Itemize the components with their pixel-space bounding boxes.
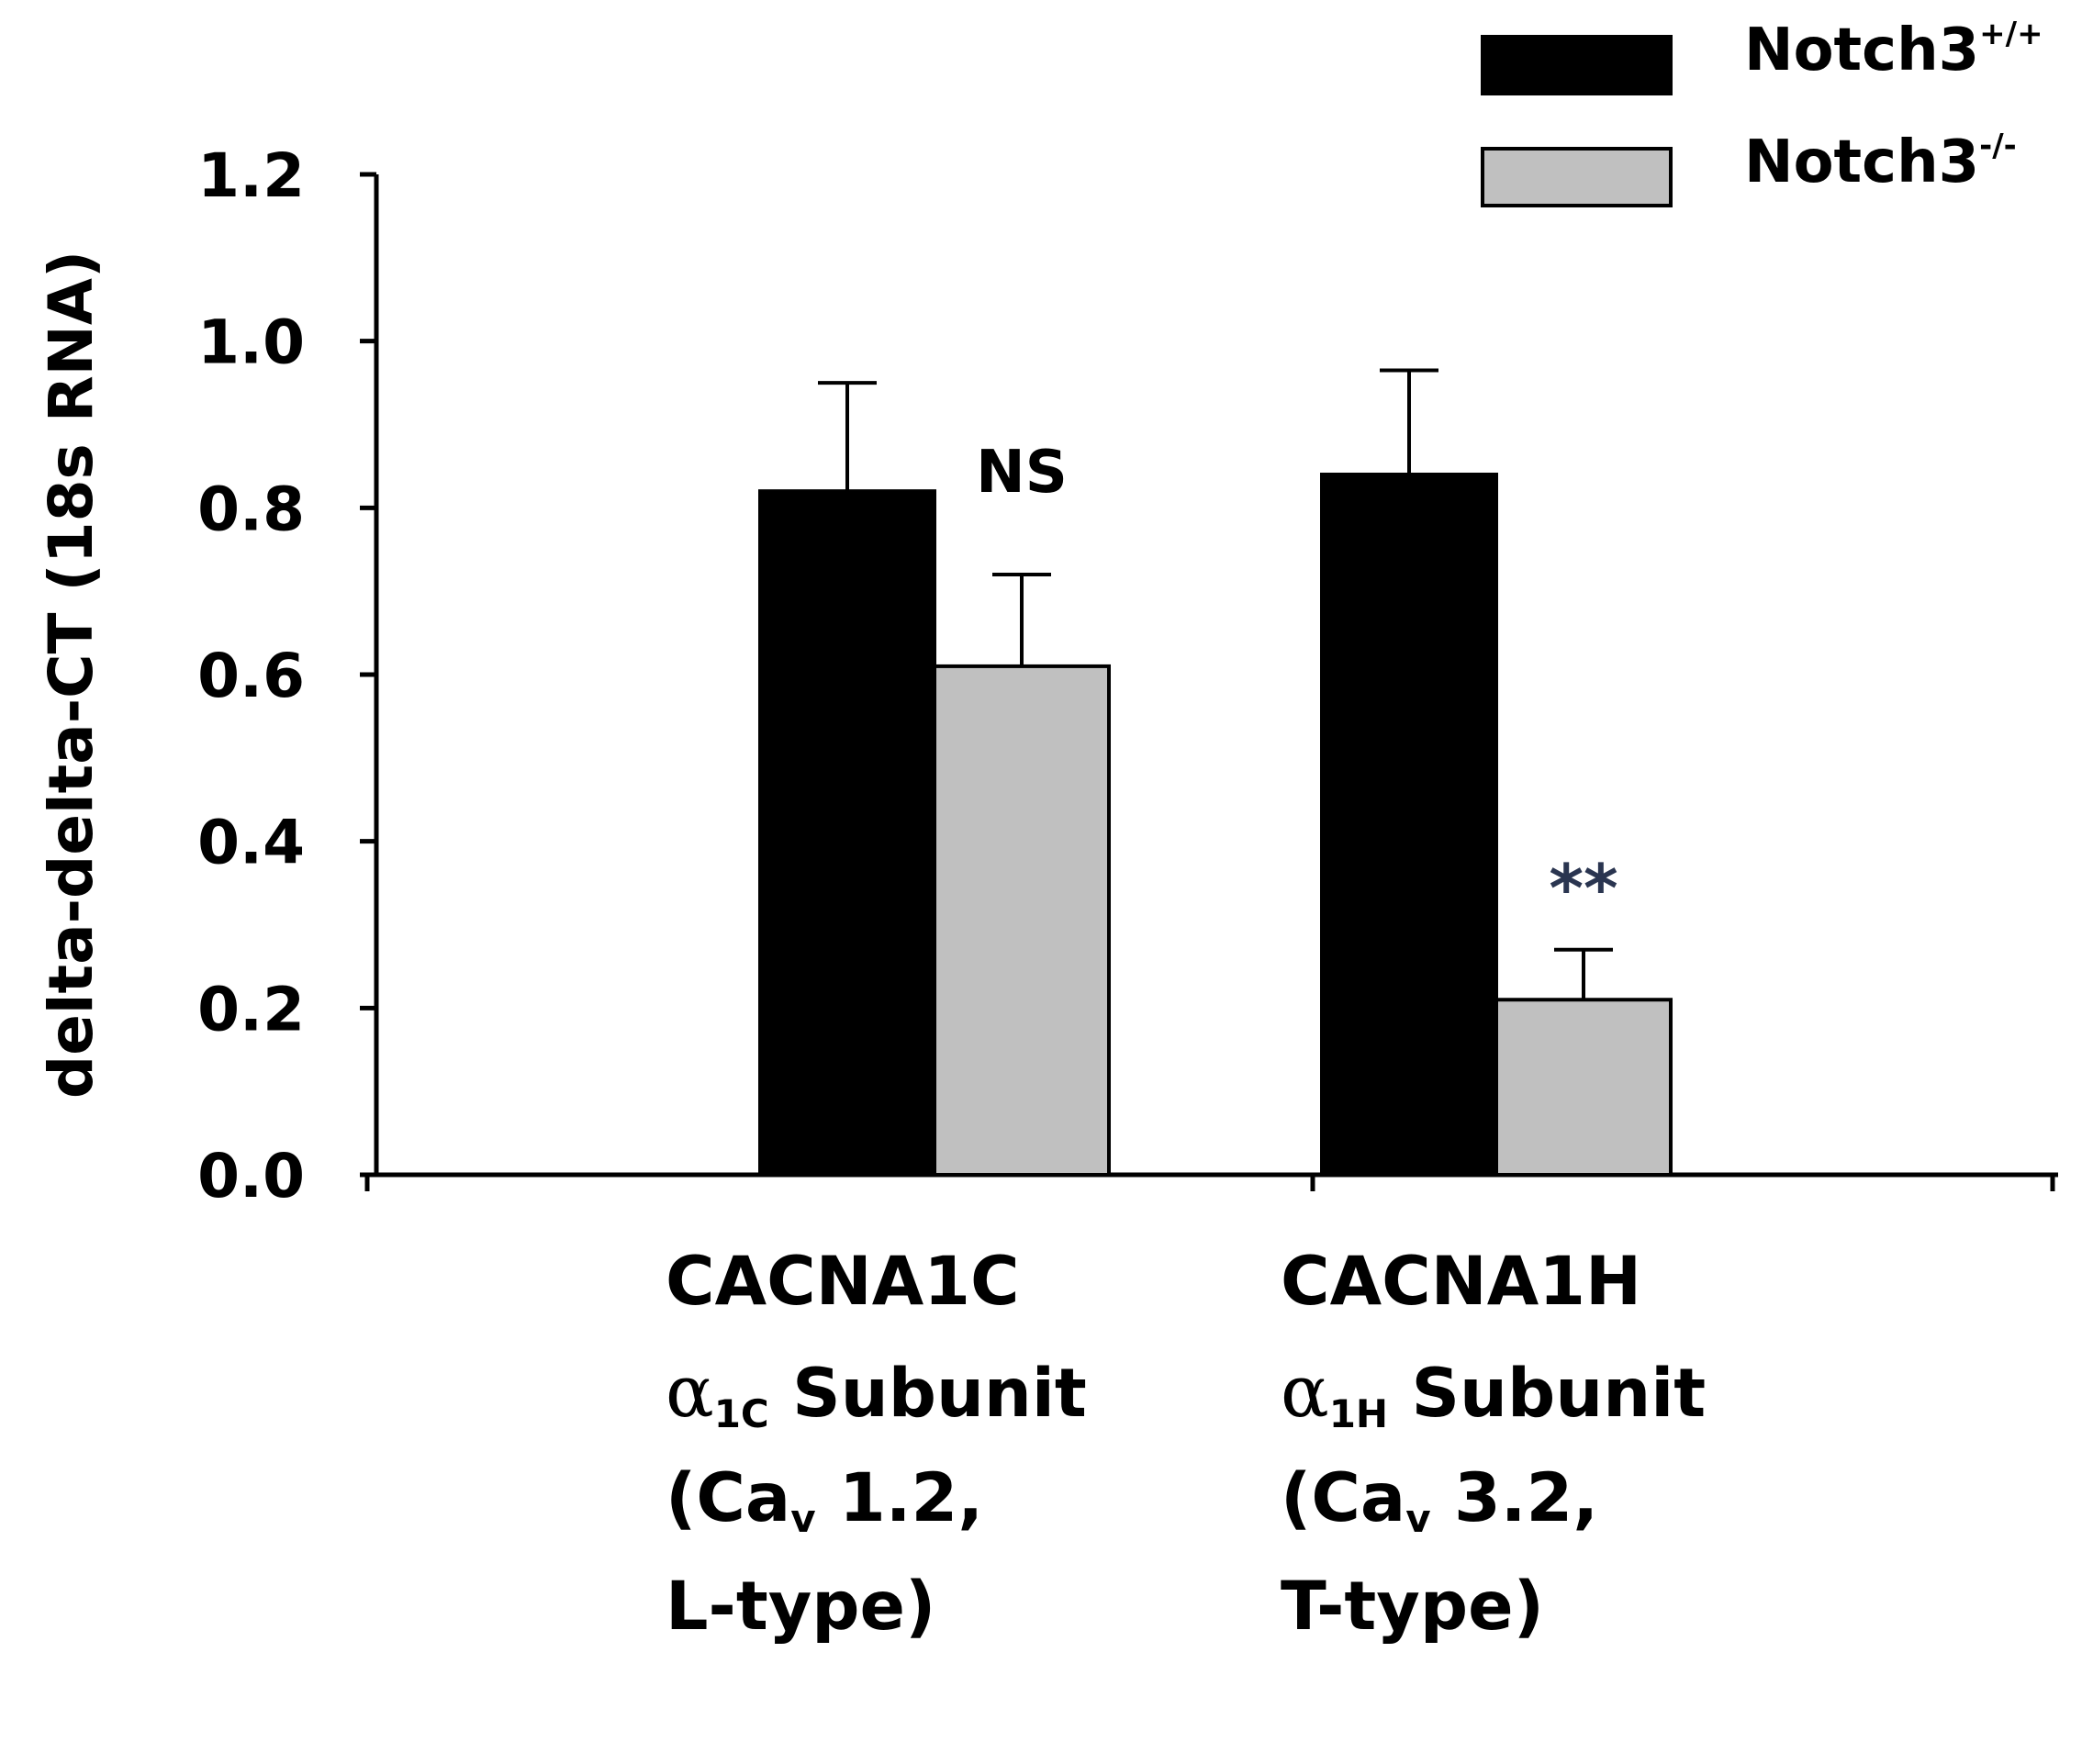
y-axis: 0.0 0.2 0.4 0.6 0.8 1.0 1.2: [197, 140, 379, 1211]
legend-entry: Notch3-/-: [1744, 128, 2017, 196]
bar-knockout-0: [933, 664, 1111, 1177]
legend-swatch: [1481, 35, 1673, 95]
y-axis-label: delta-delta-CT (18s RNA): [36, 251, 106, 1099]
category-label-0: CACNA1C α1C Subunit (Cav 1.2, L-type): [666, 1243, 1087, 1646]
y-tick-label: 0.6: [197, 641, 305, 711]
y-tick-label: 1.0: [197, 307, 305, 378]
bar-wildtype-0: [758, 489, 936, 1177]
bar-wildtype-1: [1320, 473, 1498, 1177]
category-label-1: CACNA1H α1H Subunit (Cav 3.2, T-type): [1281, 1243, 1707, 1646]
y-tick-label: 0.4: [197, 808, 305, 878]
y-tick-label: 0.0: [197, 1141, 305, 1211]
legend-label: Notch3-/-: [1744, 128, 2017, 196]
y-tick-label: 0.8: [197, 474, 305, 544]
bar-knockout-1: [1494, 998, 1673, 1177]
x-axis: [361, 1172, 2058, 1191]
y-tick-label: 0.2: [197, 974, 305, 1044]
annotation-ns: NS: [976, 439, 1068, 507]
legend-label: Notch3+/+: [1744, 17, 2043, 84]
y-tick-label: 1.2: [197, 140, 305, 211]
legend: Notch3+/+ Notch3-/-: [1481, 17, 2043, 207]
legend-entry: Notch3+/+: [1744, 17, 2043, 84]
annotation-significance: **: [1549, 850, 1617, 927]
legend-swatch: [1481, 147, 1673, 207]
